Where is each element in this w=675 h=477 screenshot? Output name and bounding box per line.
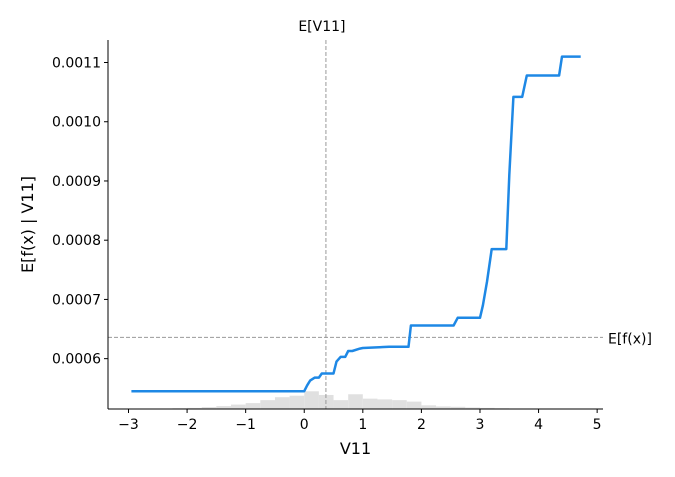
histogram-bar <box>348 394 363 409</box>
expected-feature-label: E[V11] <box>298 19 345 35</box>
histogram-bar <box>450 406 466 409</box>
histogram-bar <box>333 400 349 409</box>
histogram-bar <box>479 407 495 409</box>
x-tick-label: 3 <box>476 417 485 433</box>
histogram-bar <box>392 400 407 409</box>
histogram-bar <box>362 398 378 409</box>
histogram-bar <box>216 406 232 409</box>
histogram-bar <box>289 395 305 409</box>
y-tick-label: 0.0007 <box>52 292 101 308</box>
y-tick-label: 0.0010 <box>52 115 101 131</box>
x-tick-label: 2 <box>417 417 426 433</box>
histogram-bar <box>304 391 319 409</box>
line-series <box>131 55 581 393</box>
histogram-bar <box>406 401 422 409</box>
x-tick-label: 4 <box>534 417 543 433</box>
y-tick-label: 0.0006 <box>52 352 101 368</box>
y-tick-label: 0.0009 <box>52 174 101 190</box>
series-line <box>131 55 581 393</box>
y-tick-label: 0.0011 <box>52 56 101 72</box>
histogram-bar <box>465 407 480 409</box>
histogram-bar <box>421 405 437 409</box>
x-tick-label: 1 <box>358 417 367 433</box>
histogram-bar <box>231 404 246 409</box>
histogram-bar <box>436 406 451 409</box>
x-tick-label: −1 <box>235 417 256 433</box>
y-tick-label: 0.0008 <box>52 233 101 249</box>
histogram-bar <box>245 403 261 409</box>
x-tick-label: 5 <box>593 417 602 433</box>
histogram-bar <box>260 400 275 409</box>
x-tick-label: −3 <box>118 417 139 433</box>
x-axis-title: V11 <box>340 439 371 458</box>
y-axis-title: E[f(x) | V11] <box>18 176 37 273</box>
histogram <box>172 391 524 409</box>
expected-output-label: E[f(x)] <box>608 331 652 347</box>
x-tick-label: 0 <box>300 417 309 433</box>
x-tick-label: −2 <box>177 417 198 433</box>
histogram-bar <box>187 407 202 409</box>
histogram-bar <box>201 407 217 409</box>
axes: −3 −2 −1 0 1 2 3 4 5 0.0006 0.0007 0.0008 0.0009 0.00… <box>52 40 603 433</box>
histogram-bar <box>274 397 290 409</box>
histogram-bar <box>377 399 393 409</box>
